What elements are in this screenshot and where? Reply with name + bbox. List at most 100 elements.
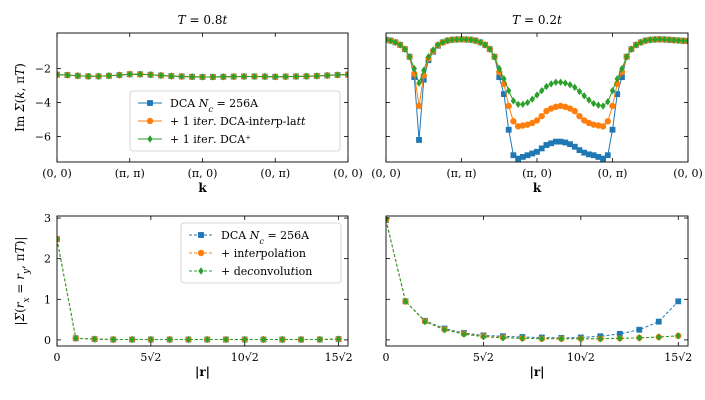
- y-tick-label: 2: [44, 253, 51, 266]
- y-tick-label: 3: [44, 212, 51, 225]
- data-point: [657, 35, 663, 43]
- y-tick-label: 0: [44, 334, 51, 347]
- data-point: [590, 99, 597, 108]
- series-2: [386, 216, 681, 343]
- legend-entry: DCA Nc = 256A: [170, 97, 259, 114]
- data-point: [334, 71, 341, 79]
- x-tick-label: (0, 0): [42, 167, 72, 180]
- data-point: [324, 71, 330, 80]
- data-point: [491, 53, 498, 61]
- data-point: [567, 81, 573, 89]
- data-point: [501, 75, 507, 83]
- x-tick-label: 0: [383, 351, 390, 364]
- legend-marker: [146, 117, 154, 125]
- data-point: [656, 333, 662, 341]
- data-point: [505, 126, 512, 133]
- data-point: [586, 96, 592, 104]
- data-point: [477, 38, 484, 47]
- y-tick-label: −6: [35, 131, 51, 144]
- data-point: [402, 45, 408, 53]
- data-point: [85, 72, 91, 80]
- data-point: [147, 71, 154, 79]
- data-point: [558, 334, 565, 343]
- data-point: [472, 36, 479, 45]
- data-point: [628, 45, 635, 53]
- legend-marker: [198, 267, 204, 275]
- x-tick-label: 0: [54, 351, 61, 364]
- data-point: [619, 64, 625, 73]
- panel-title: T = 0.2t: [512, 13, 562, 27]
- data-point: [538, 112, 545, 120]
- data-point: [458, 35, 465, 43]
- data-point: [597, 334, 603, 343]
- data-point: [75, 72, 81, 80]
- legend-marker: [147, 135, 153, 143]
- data-point: [647, 36, 653, 44]
- data-point: [251, 72, 258, 81]
- data-point: [480, 332, 487, 341]
- data-point: [553, 78, 559, 86]
- legend-box: [129, 90, 341, 152]
- data-point: [562, 79, 568, 87]
- data-point: [595, 101, 602, 109]
- data-point: [510, 97, 517, 105]
- data-point: [303, 72, 310, 80]
- x-tick-label: (π, 0): [188, 167, 218, 180]
- data-point: [262, 72, 268, 81]
- data-point: [402, 297, 409, 306]
- series-1: [386, 36, 688, 130]
- x-tick-label: 15√2: [325, 351, 353, 364]
- x-tick-label: (0, 0): [333, 167, 363, 180]
- data-point: [675, 298, 682, 305]
- series-line: [386, 219, 679, 340]
- data-point: [189, 73, 195, 81]
- data-point: [137, 70, 143, 78]
- data-point: [95, 72, 102, 80]
- data-point: [652, 35, 658, 44]
- data-point: [73, 334, 79, 342]
- data-point: [415, 102, 423, 110]
- data-point: [166, 335, 173, 344]
- data-point: [441, 326, 448, 334]
- data-point: [609, 86, 616, 95]
- x-tick-label: 10√2: [567, 351, 595, 364]
- data-point: [106, 72, 112, 80]
- data-point: [386, 36, 389, 44]
- x-tick-label: 15√2: [664, 351, 692, 364]
- data-point: [482, 41, 488, 49]
- data-point: [529, 95, 535, 103]
- data-point: [500, 334, 506, 342]
- series-line: [57, 239, 339, 340]
- data-point: [571, 107, 578, 115]
- data-point: [510, 118, 517, 125]
- data-point: [406, 53, 413, 61]
- data-point: [633, 41, 639, 49]
- data-point: [675, 36, 682, 45]
- data-point: [685, 37, 688, 45]
- data-point: [623, 53, 630, 61]
- data-point: [636, 334, 642, 342]
- data-point: [158, 71, 164, 80]
- data-point: [520, 100, 526, 109]
- x-tick-label: (0, π): [598, 167, 628, 180]
- y-tick-label: −4: [35, 97, 51, 110]
- data-point: [505, 102, 512, 110]
- data-point: [282, 72, 289, 81]
- x-tick-label: 5√2: [473, 351, 494, 364]
- data-point: [680, 37, 686, 45]
- data-point: [449, 36, 455, 44]
- data-point: [293, 72, 299, 81]
- legend-entry: + 1 iter. DCA⁺: [170, 133, 251, 146]
- x-axis-label: |r|: [195, 365, 210, 379]
- series-2: [386, 35, 688, 110]
- x-tick-label: (0, 0): [371, 167, 401, 180]
- data-point: [444, 36, 451, 45]
- legend-entry: + deconvolution: [221, 265, 312, 278]
- x-tick-label: (π, 0): [522, 167, 552, 180]
- data-point: [600, 155, 606, 162]
- data-point: [576, 112, 583, 120]
- data-point: [422, 317, 428, 326]
- data-point: [204, 335, 210, 344]
- data-point: [543, 82, 550, 91]
- x-tick-label: (π, π): [115, 167, 145, 180]
